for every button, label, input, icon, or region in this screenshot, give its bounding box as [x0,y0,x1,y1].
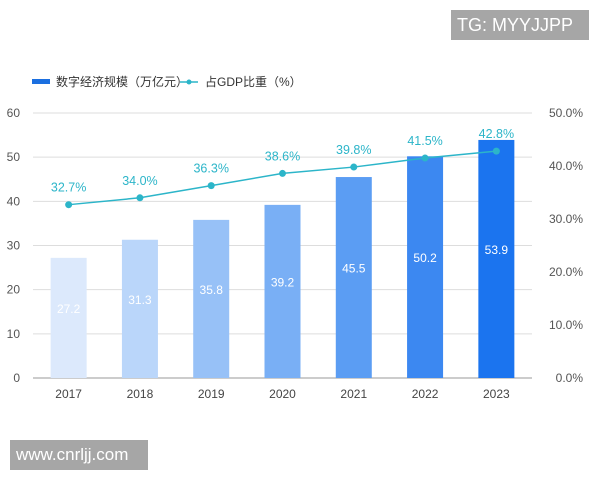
x-tick-label: 2020 [269,387,296,401]
right-tick-label: 40.0% [549,159,583,173]
bar-value-label: 53.9 [485,243,509,257]
left-tick-label: 50 [7,150,21,164]
ratio-point [492,147,500,155]
x-tick-label: 2022 [412,387,439,401]
right-tick-label: 10.0% [549,318,583,332]
ratio-label: 32.7% [51,181,86,195]
ratio-label: 42.8% [479,127,514,141]
right-tick-label: 20.0% [549,265,583,279]
ratio-label: 39.8% [336,143,371,157]
ratio-label: 36.3% [193,162,228,176]
left-tick-label: 10 [7,327,21,341]
bar [264,204,301,378]
bar-value-label: 39.2 [271,275,295,289]
x-tick-label: 2018 [127,387,154,401]
bar-value-label: 35.8 [200,283,224,297]
left-tick-label: 40 [7,194,21,208]
ratio-point [207,182,215,190]
legend-line-marker [186,79,192,85]
left-tick-label: 60 [7,106,21,120]
x-tick-label: 2021 [340,387,367,401]
right-tick-label: 0.0% [556,371,584,385]
right-tick-label: 50.0% [549,106,583,120]
bar [335,177,372,378]
x-tick-label: 2023 [483,387,510,401]
legend-line-label: 占GDP比重（%） [205,74,302,89]
ratio-point [421,154,429,162]
bar [407,156,444,378]
legend-bar-swatch [32,79,50,84]
ratio-label: 34.0% [122,174,157,188]
ratio-label: 38.6% [265,149,300,163]
bar-value-label: 31.3 [128,293,152,307]
left-tick-label: 20 [7,283,21,297]
ratio-label: 41.5% [407,134,442,148]
bar-value-label: 27.2 [57,302,81,316]
ratio-point [279,169,286,177]
watermark-top: TG: MYYJJPP [451,10,589,40]
bar-value-label: 50.2 [413,251,437,265]
x-tick-label: 2019 [198,387,225,401]
bar [478,139,515,378]
bar [193,219,230,378]
ratio-point [65,201,73,209]
watermark-bottom: www.cnrljj.com [10,440,148,470]
x-tick-label: 2017 [55,387,82,401]
right-tick-label: 30.0% [549,212,583,226]
ratio-point [350,163,358,171]
bar [121,239,158,378]
left-tick-label: 0 [13,371,20,385]
bar [50,257,87,378]
bar-value-label: 45.5 [342,262,366,276]
left-tick-label: 30 [7,239,21,253]
ratio-point [136,194,144,202]
legend-bar-label: 数字经济规模（万亿元） [56,74,188,89]
